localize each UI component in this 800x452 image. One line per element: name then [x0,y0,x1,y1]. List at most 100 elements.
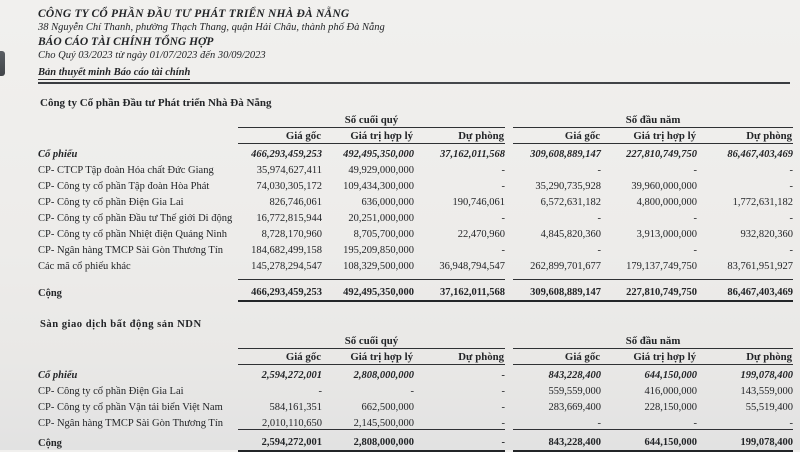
row-label: Cổ phiếu [38,369,78,381]
total-value: 492,495,350,000 [322,278,414,302]
cell-value: - [693,212,698,224]
total-label: Cộng [38,287,62,299]
cell-value: 55,519,400 [745,401,794,413]
group-gap [505,240,513,256]
group-gap [505,143,513,160]
cell-value: 108,329,500,000 [343,260,414,272]
row-label: CP- Ngân hàng TMCP Sài Gòn Thương Tín [38,418,223,429]
total-label: Cộng [38,437,62,449]
cell-value: - [601,412,698,430]
row-label: CP- Công ty cổ phần Vận tải biển Việt Na… [38,401,223,413]
scan-ink-artifact [0,51,5,76]
total-value: 86,467,403,469 [697,278,794,302]
total-value: - [414,429,506,452]
cell-value: 3,913,000,000 [636,228,698,240]
table-row: CP- Công ty cổ phần Nhiệt điện Quảng Nin… [38,224,793,240]
cell-value: - [501,212,506,224]
total-value: 644,150,000 [601,429,698,452]
total-row: Cộng 2,594,272,001 2,808,000,000 - 843,2… [38,429,794,452]
group-header-start-of-year: Số đầu năm [513,110,794,128]
cell-value: 227,810,749,750 [626,148,698,160]
cell-value: 184,682,499,158 [251,244,322,256]
row-label: CP- Ngân hàng TMCP Sài Gòn Thương Tín [38,244,223,256]
group-header-end-of-quarter: Số cuối quý [238,331,506,349]
cell-value: 86,467,403,469 [727,148,794,160]
cell-value: 644,150,000 [644,369,698,381]
row-label: CP- Công ty cổ phần Điện Gia Lai [38,385,184,397]
total-value: 227,810,749,750 [601,278,698,302]
cell-value: - [693,164,698,176]
table-row: CP- Ngân hàng TMCP Sài Gòn Thương Tín 184… [38,240,793,256]
cell-value: 35,290,735,928 [535,180,602,192]
cell-value: - [789,244,794,256]
group-gap [505,256,513,272]
cell-value: 37,162,011,568 [439,148,506,160]
cell-value: - [501,180,506,192]
cell-value: - [501,244,506,256]
column-header-row: Giá gốc Giá trị hợp lý Dự phòng Giá gốc … [38,348,794,365]
total-value: 843,228,400 [513,429,602,452]
cell-value: 109,434,300,000 [343,180,414,192]
group-header-row: Số cuối quý Số đầu năm [38,331,794,349]
cell-value: 262,899,701,677 [530,260,602,272]
row-label: CP- Công ty cổ phần Điện Gia Lai [38,196,184,208]
cell-value: 932,820,360 [740,228,794,240]
cell-value: 179,137,749,750 [626,260,698,272]
total-value: 2,594,272,001 [238,429,322,452]
cell-value: 843,228,400 [548,369,602,381]
table-row: Các mã cổ phiếu khác 145,278,294,547 108,3… [38,256,793,272]
cell-value: - [414,412,506,430]
cell-value: - [501,164,506,176]
header-divider [38,81,790,84]
cell-value: - [501,385,506,397]
cell-value: - [789,180,794,192]
group-gap [505,176,513,192]
cell-value: - [697,412,794,430]
group-gap [505,413,513,430]
cell-value: 195,209,850,000 [343,244,414,256]
report-subtitle: Bản thuyết minh Báo cáo tài chính [38,66,191,80]
cell-value: 826,746,061 [269,196,323,208]
col-header-fair-value: Giá trị hợp lý [322,348,414,365]
row-label: CP- Công ty cổ phần Đầu tư Thế giới Di đ… [38,212,233,224]
cell-value: 4,800,000,000 [636,196,698,208]
cell-value: 74,030,305,172 [256,180,322,192]
cell-value: 492,495,350,000 [343,148,414,160]
col-header-provision: Dự phòng [697,127,794,144]
total-value: 37,162,011,568 [414,278,506,302]
report-title: BÁO CÁO TÀI CHÍNH TỔNG HỢP [38,35,214,48]
col-header-cost: Giá gốc [513,348,602,365]
group-gap [505,160,513,176]
table-row: CP- Công ty cổ phần Tập đoàn Hòa Phát 74,… [38,176,793,192]
group-gap [505,208,513,224]
group-header-row: Số cuối quý Số đầu năm [38,110,794,128]
document-header: CÔNG TY CỔ PHẦN ĐẦU TƯ PHÁT TRIỂN NHÀ ĐÀ… [0,0,800,80]
securities-table-company: Số cuối quý Số đầu năm Giá gốc Giá trị h… [38,110,794,302]
cell-value: 145,278,294,547 [251,260,322,272]
group-gap [505,224,513,240]
total-row: Cộng 466,293,459,253 492,495,350,000 37,… [38,278,794,302]
group-gap [505,397,513,413]
cell-value: 35,974,627,411 [256,164,322,176]
table-row: CP- Công ty cổ phần Vận tải biển Việt Na… [38,397,793,413]
col-header-provision: Dự phòng [697,348,794,365]
section-title-ndn-exchange: Sàn giao dịch bất động sản NDN [40,318,202,330]
cell-value: - [789,164,794,176]
cell-value: 636,000,000 [361,196,415,208]
group-header-start-of-year: Số đầu năm [513,331,794,349]
group-gap [505,381,513,397]
cell-value: 584,161,351 [269,401,323,413]
table-row: CP- Công ty cổ phần Điện Gia Lai 826,746,… [38,192,793,208]
row-label: Các mã cổ phiếu khác [38,260,131,272]
table-row: Cổ phiếu 466,293,459,253 492,495,350,000 37… [38,143,793,160]
cell-value: 20,251,000,000 [348,212,414,224]
cell-value: - [513,412,602,430]
cell-value: 2,145,500,000 [322,412,414,430]
cell-value: 16,772,815,944 [256,212,322,224]
cell-value: 2,808,000,000 [353,369,414,381]
cell-value: - [501,401,506,413]
cell-value: 309,608,889,147 [530,148,602,160]
company-address: 38 Nguyễn Chí Thanh, phường Thạch Thang,… [38,22,385,33]
table-row: CP- Công ty cổ phần Điện Gia Lai - - - 559,5… [38,381,793,397]
